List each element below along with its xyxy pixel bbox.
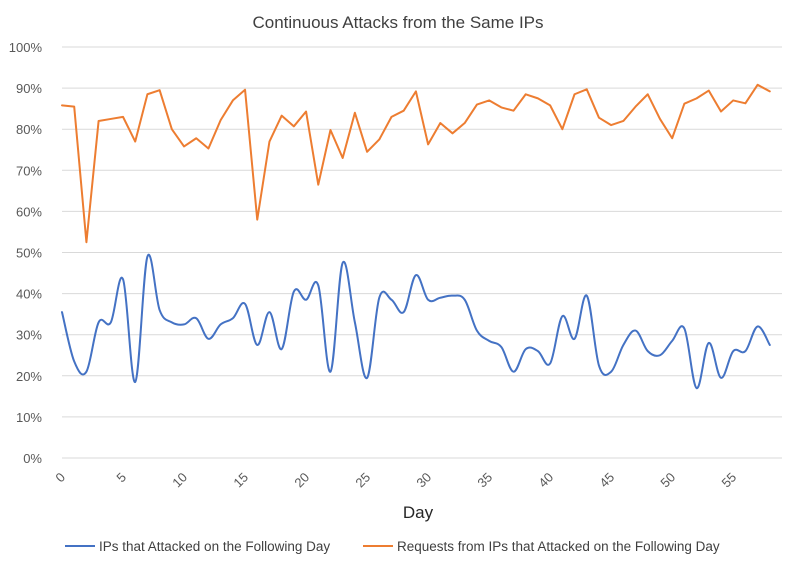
y-tick-label: 0% [23,451,42,466]
series-line-2 [61,83,771,244]
y-tick-label: 100% [9,40,43,55]
legend: IPs that Attacked on the Following Day Re… [65,539,720,554]
y-tick-label: 70% [16,163,42,178]
grid-lines [62,46,782,459]
legend-label-1: IPs that Attacked on the Following Day [99,539,330,554]
y-tick-label: 30% [16,328,42,343]
y-tick-label: 40% [16,287,42,302]
x-axis-label: Day [403,503,434,522]
y-tick-label: 60% [16,204,42,219]
y-axis-tick-labels: 0% 10% 20% 30% 40% 50% 60% 70% 80% 90% 100% [9,40,43,466]
chart-title: Continuous Attacks from the Same IPs [252,13,543,32]
y-tick-label: 80% [16,122,42,137]
legend-label-2: Requests from IPs that Attacked on the F… [397,539,720,554]
series-line-1 [61,253,771,390]
y-tick-label: 10% [16,410,42,425]
y-tick-label: 90% [16,81,42,96]
y-tick-label: 20% [16,369,42,384]
y-tick-label: 50% [16,246,42,261]
series-lines [61,83,771,390]
